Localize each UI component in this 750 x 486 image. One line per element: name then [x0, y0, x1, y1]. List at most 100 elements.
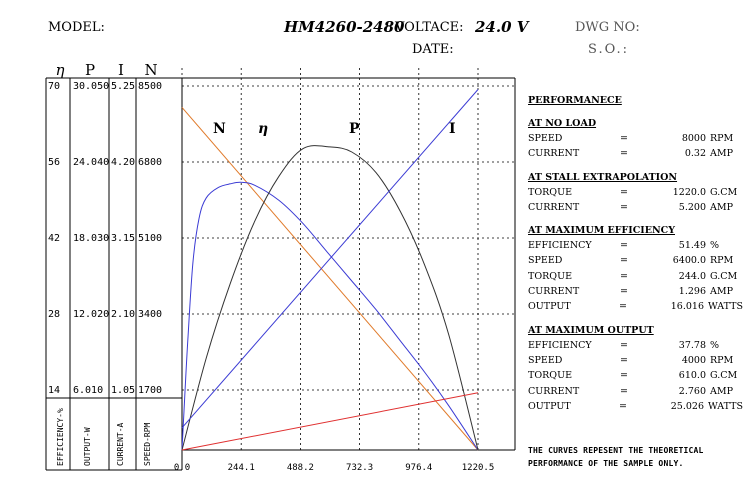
axis-tick-label: 5100	[138, 233, 162, 244]
row-unit: RPM	[710, 354, 734, 366]
row-unit: AMP	[710, 201, 733, 213]
axis-tick-label: 12.020	[73, 309, 109, 320]
row-equals: =	[620, 370, 628, 382]
row-unit: G.CM	[710, 270, 738, 282]
series-line-p	[181, 145, 479, 451]
axis-tick-label: 3400	[138, 309, 162, 320]
row-label: CURRENT	[528, 385, 580, 397]
footnote: THE CURVES REPESENT THE THEORETICAL PERF…	[528, 444, 748, 470]
performance-row: SPEED = 4000 RPM	[528, 353, 743, 368]
performance-row: EFFICIENCY = 51.49%	[528, 238, 743, 253]
performance-title: PERFORMANECE	[528, 95, 622, 106]
performance-row: TORQUE = 1220.0 G.CM	[528, 185, 743, 200]
row-unit: %	[710, 339, 720, 351]
row-label: CURRENT	[528, 148, 580, 160]
axis-symbol: N	[144, 61, 157, 79]
series-line-i	[181, 89, 479, 429]
axis-symbol: P	[85, 61, 95, 79]
axis-tick-label: 28	[48, 309, 60, 320]
axis-tick-label: 1700	[138, 385, 162, 396]
row-value: 6400.0	[672, 255, 706, 267]
axis-title: OUTPUT-W	[83, 427, 92, 466]
series-line-n	[181, 107, 479, 451]
row-equals: =	[620, 186, 628, 198]
axis-tick-label: 24.040	[73, 157, 109, 168]
footnote-line-2: PERFORMANCE OF THE SAMPLE ONLY.	[528, 459, 684, 468]
axis-tick-label: 56	[48, 157, 60, 168]
row-label: SPEED	[528, 133, 563, 144]
axis-symbol: η	[56, 61, 65, 79]
axis-tick-label: 8500	[138, 81, 162, 92]
row-label: CURRENT	[528, 286, 580, 298]
row-unit: WATTS	[708, 400, 744, 412]
axis-title: CURRENT-A	[116, 422, 125, 466]
x-tick-label: 1220.5	[462, 463, 495, 473]
row-equals: =	[620, 255, 628, 267]
section-title: AT STALL EXTRAPOLATION	[528, 171, 678, 183]
axis-tick-label: 18.030	[73, 233, 109, 244]
curve-label: η	[258, 121, 268, 137]
axis-tick-label: 30.050	[73, 81, 109, 92]
x-tick-label: 732.3	[346, 463, 373, 473]
performance-row: SPEED = 6400.0 RPM	[528, 253, 743, 268]
so-label: S.O.:	[588, 42, 629, 57]
performance-row: CURRENT = 1.296 AMP	[528, 284, 743, 299]
x-tick-label: 488.2	[287, 463, 314, 473]
row-value: 610.0	[678, 370, 706, 382]
row-label: TORQUE	[528, 370, 573, 382]
row-value: 16.016	[670, 301, 705, 313]
performance-sections: AT NO LOAD SPEED = 8000 RPM CURRENT = 0.32 AMP AT…	[528, 117, 743, 414]
row-unit: AMP	[710, 148, 733, 160]
row-equals: =	[620, 240, 628, 252]
axis-tick-label: 2.10	[111, 309, 135, 320]
performance-row: OUTPUT = 25.026 WATTS	[528, 399, 743, 414]
axis-tick-label: 14	[48, 385, 60, 396]
performance-row: SPEED = 8000 RPM	[528, 131, 743, 146]
series-line-eta	[181, 181, 479, 451]
row-value: 244.0	[678, 270, 706, 282]
row-value: 0.32	[684, 148, 706, 160]
row-equals: =	[618, 301, 627, 313]
dwg-label: DWG NO:	[575, 20, 640, 35]
row-equals: =	[620, 133, 628, 144]
row-unit: G.CM	[710, 370, 738, 382]
row-label: EFFICIENCY	[528, 339, 592, 351]
row-equals: =	[620, 286, 628, 298]
x-tick-label: 0.0	[174, 463, 190, 473]
row-unit: %	[710, 240, 720, 252]
performance-row: CURRENT = 2.760 AMP	[528, 384, 743, 399]
axis-tick-label: 6800	[138, 157, 162, 168]
row-label: TORQUE	[528, 186, 573, 198]
row-equals: =	[620, 385, 628, 397]
section-title: AT MAXIMUM EFFICIENCY	[528, 225, 675, 237]
date-label: DATE:	[412, 42, 454, 57]
row-value: 5.200	[678, 201, 706, 213]
voltage-label: VOLTACE:	[395, 20, 464, 35]
row-value: 25.026	[670, 400, 705, 412]
row-value: 1220.0	[672, 186, 706, 198]
row-value: 37.78	[678, 339, 706, 351]
series-line-ref	[181, 392, 479, 451]
row-equals: =	[620, 148, 628, 160]
performance-row: OUTPUT = 16.016 WATTS	[528, 299, 743, 314]
row-label: SPEED	[528, 255, 563, 267]
performance-row: TORQUE = 244.0 G.CM	[528, 269, 743, 284]
performance-row: TORQUE = 610.0 G.CM	[528, 368, 743, 383]
row-label: EFFICIENCY	[528, 240, 592, 252]
axis-tick-label: 5.25	[111, 81, 135, 92]
x-tick-label: 244.1	[228, 463, 255, 473]
row-label: OUTPUT	[528, 301, 571, 313]
row-equals: =	[620, 201, 628, 213]
curve-label: N	[213, 121, 226, 137]
axis-tick-label: 42	[48, 233, 60, 244]
performance-panel: PERFORMANECE AT NO LOAD SPEED = 8000 RPM CURR…	[528, 94, 743, 414]
row-unit: WATTS	[708, 301, 744, 313]
model-label: MODEL:	[48, 20, 105, 35]
row-value: 4000	[681, 354, 706, 366]
row-label: CURRENT	[528, 201, 580, 213]
row-value: 2.760	[678, 385, 706, 397]
performance-row: EFFICIENCY = 37.78%	[528, 338, 743, 353]
row-value: 51.49	[678, 240, 706, 252]
axis-tick-label: 6.010	[73, 385, 103, 396]
